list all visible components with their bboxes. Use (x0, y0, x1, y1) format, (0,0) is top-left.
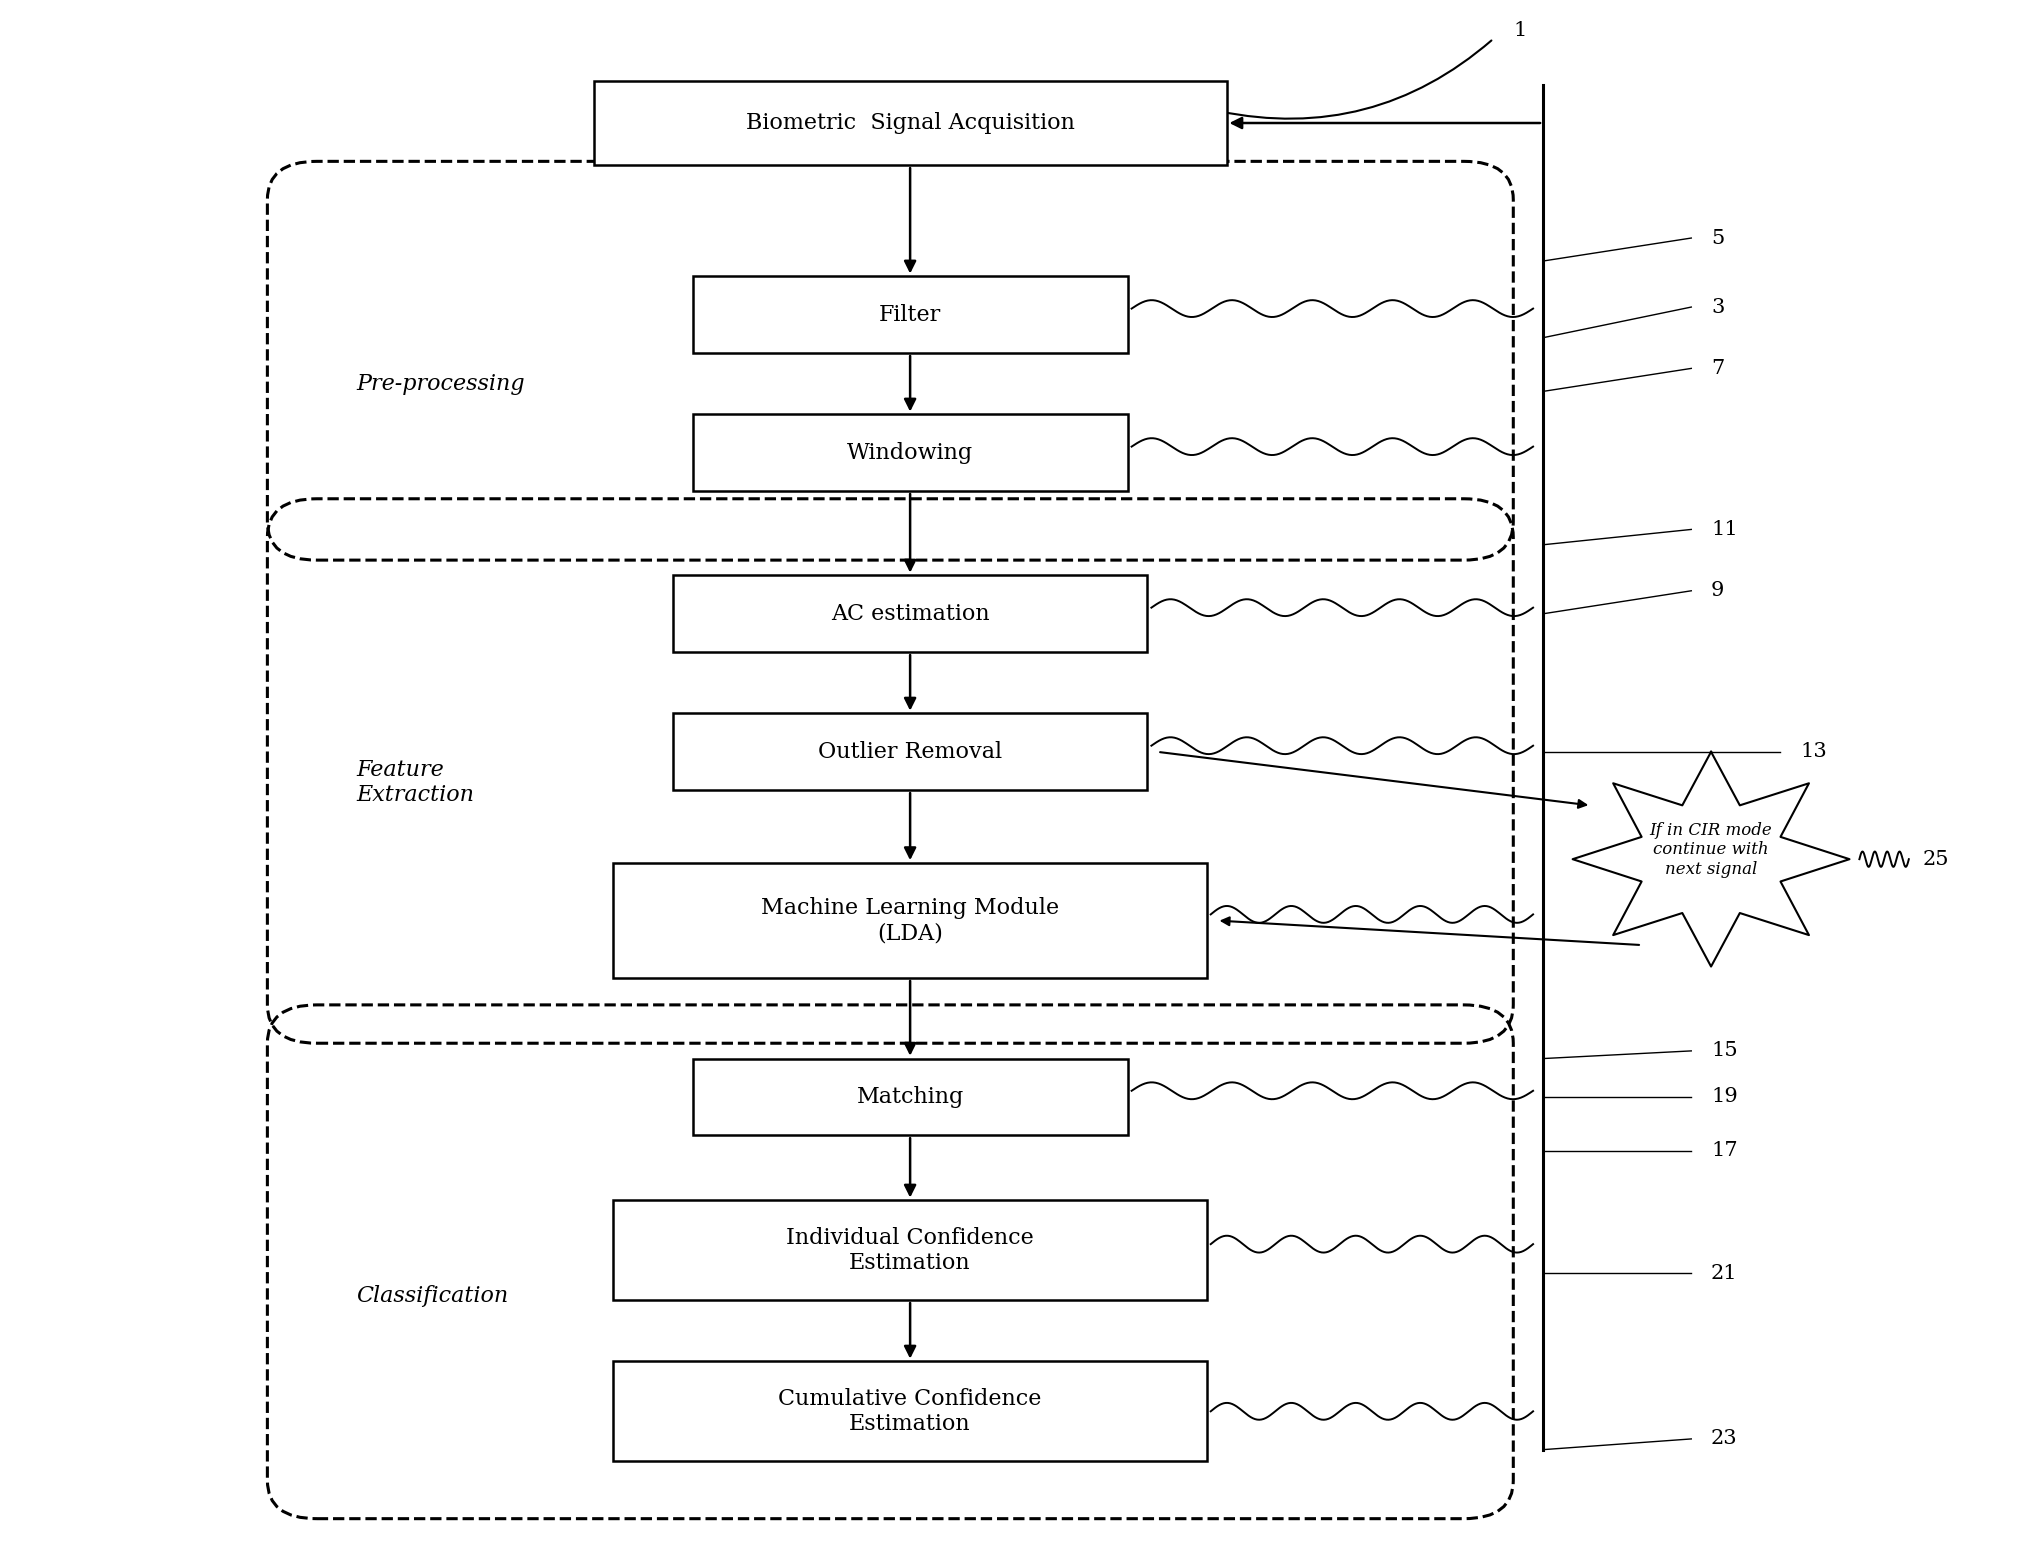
FancyBboxPatch shape (672, 714, 1148, 790)
Text: Machine Learning Module
(LDA): Machine Learning Module (LDA) (761, 897, 1059, 944)
Text: Cumulative Confidence
Estimation: Cumulative Confidence Estimation (779, 1388, 1041, 1435)
Text: Biometric  Signal Acquisition: Biometric Signal Acquisition (747, 113, 1074, 135)
FancyBboxPatch shape (692, 1058, 1128, 1135)
FancyBboxPatch shape (613, 1200, 1207, 1301)
FancyBboxPatch shape (692, 277, 1128, 354)
Text: Classification: Classification (357, 1285, 509, 1307)
Text: 3: 3 (1711, 297, 1725, 316)
Text: 25: 25 (1923, 850, 1949, 869)
Polygon shape (1572, 751, 1848, 967)
Text: Pre-processing: Pre-processing (357, 372, 525, 394)
Text: AC estimation: AC estimation (831, 603, 989, 624)
Text: 23: 23 (1711, 1429, 1737, 1449)
FancyBboxPatch shape (672, 576, 1148, 653)
Text: Windowing: Windowing (848, 441, 973, 463)
Text: 21: 21 (1711, 1265, 1737, 1283)
Text: 15: 15 (1711, 1041, 1737, 1061)
FancyBboxPatch shape (613, 862, 1207, 978)
Text: 19: 19 (1711, 1088, 1737, 1106)
Text: 7: 7 (1711, 358, 1723, 377)
Text: 17: 17 (1711, 1141, 1737, 1160)
Text: 13: 13 (1800, 742, 1826, 761)
Text: 9: 9 (1711, 581, 1725, 601)
Text: Individual Confidence
Estimation: Individual Confidence Estimation (787, 1227, 1033, 1274)
Text: Outlier Removal: Outlier Removal (817, 740, 1003, 762)
Text: Feature
Extraction: Feature Extraction (357, 759, 474, 806)
Text: 1: 1 (1514, 22, 1528, 41)
Text: 11: 11 (1711, 520, 1737, 538)
FancyBboxPatch shape (692, 415, 1128, 491)
FancyBboxPatch shape (613, 1362, 1207, 1462)
Text: 5: 5 (1711, 228, 1723, 247)
Text: If in CIR mode
continue with
next signal: If in CIR mode continue with next signal (1649, 822, 1772, 878)
Text: Matching: Matching (856, 1086, 965, 1108)
Text: Filter: Filter (880, 304, 940, 326)
FancyBboxPatch shape (593, 81, 1227, 166)
